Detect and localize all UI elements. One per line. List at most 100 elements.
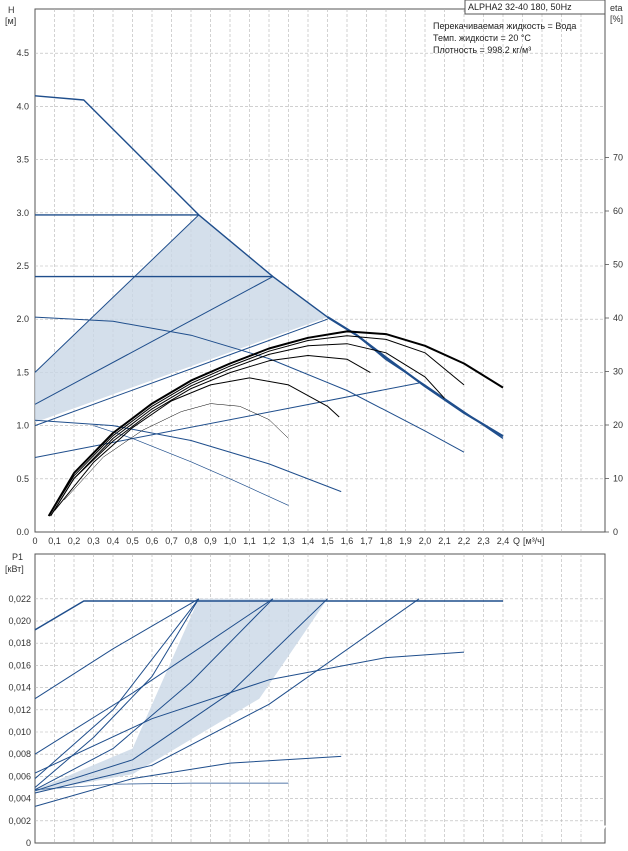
- operating-range-shade: [35, 214, 328, 423]
- power-curve-1: [34, 598, 200, 788]
- x-tick-label: 1,8: [380, 536, 393, 546]
- power-curve-0: [34, 600, 503, 631]
- power-curve-4: [34, 598, 420, 794]
- y2-tick-label: 60: [613, 206, 623, 216]
- x-tick-label: 1,9: [399, 536, 412, 546]
- x-tick-label: 1,4: [302, 536, 315, 546]
- power-tick-label: 0,022: [8, 594, 31, 604]
- x-tick-label: 1,3: [282, 536, 295, 546]
- x-tick-label: 0,6: [146, 536, 159, 546]
- y-tick-label: 2.0: [16, 314, 29, 324]
- head-curve-7: [34, 276, 274, 405]
- y-tick-label: 3.5: [16, 155, 29, 165]
- x-tick-label: 0,1: [48, 536, 61, 546]
- power-curve-5: [34, 598, 200, 779]
- y2-tick-label: 0: [613, 527, 618, 537]
- x-tick-label: 2,4: [497, 536, 510, 546]
- y2-tick-label: 30: [613, 367, 623, 377]
- x-axis-unit: [м³/ч]: [523, 536, 544, 546]
- x-axis-label: Q: [513, 536, 520, 546]
- power-curve-10: [34, 782, 289, 791]
- efficiency-curve-4: [54, 377, 340, 511]
- y-tick-label: 0.5: [16, 474, 29, 484]
- x-tick-label: 0,8: [185, 536, 198, 546]
- head-curve-9: [34, 382, 420, 458]
- x-tick-label: 0,9: [204, 536, 217, 546]
- y-tick-label: 3.0: [16, 208, 29, 218]
- power-curves: [34, 598, 503, 807]
- efficiency-curve-0: [47, 330, 504, 517]
- top-plot-frame: [34, 8, 606, 533]
- power-curve-6: [34, 598, 274, 755]
- head-efficiency-chart: 0.0 0.5 1.0 1.5 2.0 2.5 3.0 3.5 4.0 4.5 0 10 20 30 40 5…: [5, 0, 623, 546]
- top-axis-ticks: 0.0 0.5 1.0 1.5 2.0 2.5 3.0 3.5 4.0 4.5 0 10 20 30 40 5…: [16, 48, 623, 546]
- power-tick-label: 0,002: [8, 816, 31, 826]
- x-tick-label: 2,3: [477, 536, 490, 546]
- power-tick-label: 0,008: [8, 749, 31, 759]
- efficiency-curve-1: [48, 335, 465, 517]
- x-tick-label: 1,5: [321, 536, 334, 546]
- efficiency-curve-5: [64, 403, 289, 501]
- y-tick-label: 0.0: [16, 527, 29, 537]
- x-tick-label: 1,1: [243, 536, 256, 546]
- power-tick-label: 0,014: [8, 683, 31, 693]
- y-axis-unit: [м]: [5, 16, 16, 26]
- watermark: catalog.onliner.by: [505, 823, 607, 834]
- power-curve-7: [34, 598, 200, 700]
- info-liquid: Перекачиваемая жидкость = Вода: [433, 21, 576, 31]
- x-tick-label: 0,7: [165, 536, 178, 546]
- bottom-plot-frame: [34, 553, 606, 844]
- bottom-grid: [35, 554, 605, 843]
- x-tick-label: 1,7: [360, 536, 373, 546]
- y2-tick-label: 20: [613, 420, 623, 430]
- y2-axis-label: eta: [610, 3, 623, 13]
- y2-tick-label: 50: [613, 260, 623, 270]
- x-tick-label: 0: [32, 536, 37, 546]
- power-axis-label: P1: [12, 552, 23, 562]
- x-tick-label: 1,6: [341, 536, 354, 546]
- y-tick-label: 2.5: [16, 261, 29, 271]
- y2-axis-unit: [%]: [610, 14, 623, 24]
- power-curve-9: [34, 755, 342, 807]
- x-tick-label: 0,5: [126, 536, 139, 546]
- top-grid: [35, 9, 605, 532]
- power-axis-unit: [кВт]: [5, 564, 24, 574]
- power-curve-2: [34, 598, 274, 791]
- info-density: Плотность = 998.2 кг/м³: [433, 45, 531, 55]
- head-curve-4: [34, 316, 465, 453]
- y-axis-label: H: [8, 5, 15, 15]
- power-tick-label: 0,020: [8, 616, 31, 626]
- y-tick-label: 4.5: [16, 48, 29, 58]
- bottom-axis-ticks: 0 0,002 0,004 0,006 0,008 0,010 0,012 0,014 0,01…: [8, 594, 31, 848]
- efficiency-curves: [47, 330, 504, 517]
- x-tick-label: 0,4: [107, 536, 120, 546]
- title-box: [464, 0, 606, 15]
- head-curve-5: [34, 419, 342, 493]
- y-tick-label: 4.0: [16, 101, 29, 111]
- efficiency-curve-3: [50, 355, 371, 517]
- x-tick-label: 1,0: [224, 536, 237, 546]
- chart-title: ALPHA2 32-40 180, 50Hz: [468, 2, 572, 12]
- power-tick-label: 0,004: [8, 794, 31, 804]
- power-tick-label: 0,016: [8, 660, 31, 670]
- info-temperature: Темп. жидкости = 20 °C: [433, 33, 531, 43]
- x-tick-label: 0,2: [68, 536, 81, 546]
- power-range-shade: [35, 598, 328, 792]
- power-curve-3: [34, 598, 328, 792]
- power-tick-label: 0,006: [8, 771, 31, 781]
- y2-tick-label: 40: [613, 313, 623, 323]
- x-tick-label: 2,1: [438, 536, 451, 546]
- power-curve-8: [34, 651, 465, 774]
- y2-tick-label: 10: [613, 474, 623, 484]
- x-tick-label: 1,2: [263, 536, 276, 546]
- y2-tick-label: 70: [613, 153, 623, 163]
- power-tick-label: 0,012: [8, 705, 31, 715]
- x-tick-label: 0,3: [87, 536, 100, 546]
- x-tick-label: 2,2: [458, 536, 471, 546]
- efficiency-curve-2: [50, 343, 445, 517]
- power-chart: 0 0,002 0,004 0,006 0,008 0,010 0,012 0,014 0,01…: [5, 552, 606, 848]
- power-tick-label: 0,010: [8, 727, 31, 737]
- x-tick-label: 2,0: [419, 536, 432, 546]
